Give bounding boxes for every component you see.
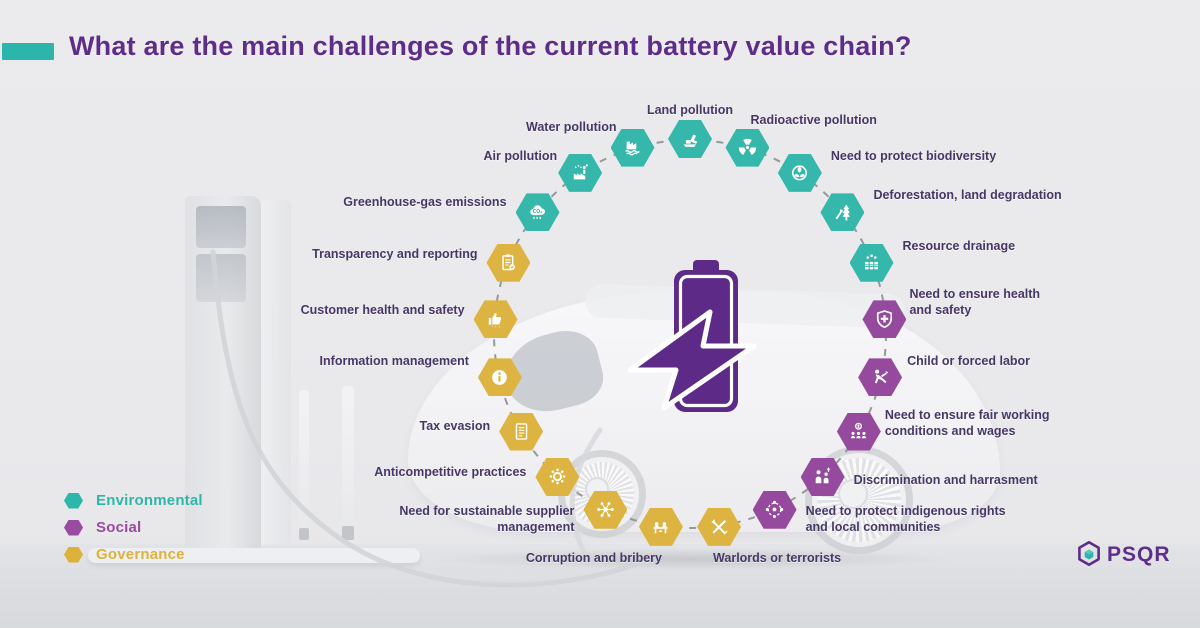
shield-cross-icon <box>876 310 893 329</box>
legend-hexagon-icon <box>64 519 83 536</box>
water-pollution-label: Water pollution <box>526 119 617 134</box>
customer-health-and-safety-label: Customer health and safety <box>300 303 465 318</box>
need-to-protect-indigenous-rights-label: Need to protect indigenous rights and lo… <box>805 504 1006 535</box>
charging-platform <box>88 548 420 563</box>
legend-label: Environmental <box>96 492 203 509</box>
car-shadow <box>430 548 950 570</box>
hexagon-customer-health-and-safety <box>473 300 518 339</box>
bollard-tip <box>342 526 354 540</box>
rear-wheel-hub <box>838 479 868 509</box>
legend-item-environmental: Environmental <box>64 487 203 514</box>
psqr-hexagon-icon <box>1078 540 1100 567</box>
warlords-icon <box>710 519 728 535</box>
svg-text:CO₂: CO₂ <box>533 209 543 215</box>
info-icon <box>492 370 508 385</box>
need-to-protect-biodiversity-label: Need to protect biodiversity <box>830 148 997 163</box>
battery-bolt-icon <box>627 260 757 412</box>
gear-icon <box>549 469 566 485</box>
station-screen <box>196 254 246 302</box>
information-management-label: Information management <box>319 354 469 369</box>
bollard <box>342 386 354 540</box>
deforestation-icon <box>835 204 850 221</box>
people-coin-icon <box>851 422 867 439</box>
child-or-forced-labor-label: Child or forced labor <box>907 354 1031 369</box>
legend-hexagon-icon <box>64 492 83 509</box>
psqr-logo: PSQR <box>1074 539 1171 570</box>
excavator-icon <box>683 134 697 147</box>
air-pollution-label: Air pollution <box>483 148 558 163</box>
radiation-icon <box>738 139 757 156</box>
bollard-tip <box>299 528 309 540</box>
document-icon <box>515 423 527 440</box>
discrimination-icon <box>815 467 831 484</box>
tax-evasion-label: Tax evasion <box>419 418 491 433</box>
transparency-and-reporting-label: Transparency and reporting <box>312 246 478 261</box>
child-labor-icon <box>874 369 888 384</box>
corruption-and-bribery-label: Corruption and bribery <box>525 550 662 565</box>
biodiversity-icon <box>792 165 808 181</box>
need-for-sustainable-supplier-label: Need for sustainable supplier management <box>399 504 575 535</box>
thumbs-up-icon <box>488 312 502 328</box>
water-pollution-icon <box>625 141 640 156</box>
indigenous-icon <box>765 500 784 519</box>
barrels-icon <box>865 254 878 270</box>
legend: Environmental Social Governance <box>64 487 203 568</box>
legend-hexagon-icon <box>64 546 83 563</box>
anticompetitive-practices-label: Anticompetitive practices <box>374 465 527 480</box>
title-accent-bar <box>2 43 54 60</box>
corruption-icon <box>653 522 668 534</box>
radioactive-pollution-label: Radioactive pollution <box>750 112 877 127</box>
need-to-ensure-fair-working-label: Need to ensure fair working conditions a… <box>884 407 1050 438</box>
legend-item-social: Social <box>64 514 203 541</box>
clipboard-icon <box>502 254 515 271</box>
bollard <box>299 390 309 540</box>
warlords-or-terrorists-label: Warlords or terrorists <box>713 550 842 565</box>
psqr-logo-text: PSQR <box>1107 542 1171 566</box>
deforestation-land-degradation-label: Deforestation, land degradation <box>873 188 1062 203</box>
need-to-ensure-health-label: Need to ensure health and safety <box>909 287 1041 318</box>
legend-label: Governance <box>96 546 185 563</box>
station-screen <box>196 206 246 248</box>
network-icon <box>597 502 614 518</box>
legend-item-governance: Governance <box>64 541 203 568</box>
greenhouse-gas-emissions-label: Greenhouse-gas emissions <box>343 195 507 210</box>
page-title: What are the main challenges of the curr… <box>69 31 912 61</box>
co2-cloud-icon: CO₂ <box>530 205 545 219</box>
discrimination-and-harrasment-label: Discrimination and harrasment <box>853 473 1038 488</box>
land-pollution-label: Land pollution <box>646 103 734 117</box>
resource-drainage-label: Resource drainage <box>902 238 1016 253</box>
legend-label: Social <box>96 519 142 536</box>
air-pollution-icon <box>573 164 588 180</box>
